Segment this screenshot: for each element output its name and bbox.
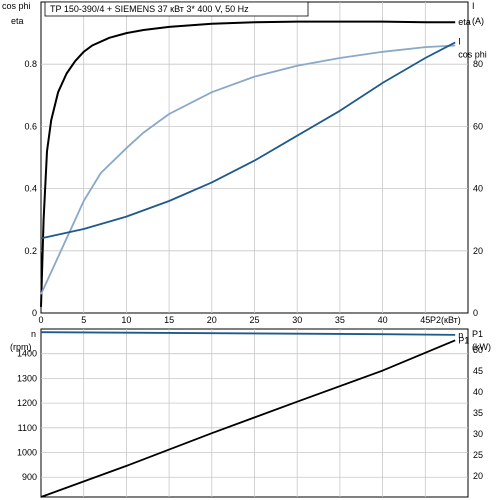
series-label-P1: P1: [458, 335, 469, 345]
x-tick-label: 35: [335, 315, 345, 325]
left-axis-label-n: n: [31, 329, 36, 339]
x-tick-label: 30: [292, 315, 302, 325]
y-right-tick-label: 20: [473, 246, 483, 256]
x-tick-label: 15: [164, 315, 174, 325]
upper-tick-labels: 0 0.2 0.4 0.6 0.8 0 20 40 60 80 0 5 10 15 20 25 30 35 40 45: [24, 59, 483, 325]
y-left-tick-label: 0.4: [24, 184, 37, 194]
right-axis-label-i: I: [472, 1, 475, 11]
series-line-cos-phi: [40, 44, 456, 295]
series-label-n: n: [458, 330, 463, 340]
x-tick-label: 20: [207, 315, 217, 325]
chart-title: TP 150-390/4 + SIEMENS 37 кВт 3* 400 V, …: [50, 4, 249, 14]
lower-tick-labels: 900 1000 1100 1200 1300 1400 20 25 30 35 40 45 50: [17, 345, 483, 482]
y-right-tick-label: 0: [473, 308, 478, 318]
y-right-tick-label: 80: [473, 59, 483, 69]
x-tick-label: 45: [420, 315, 430, 325]
series-label-I: I: [458, 36, 461, 46]
y-right-tick-label: 20: [473, 471, 483, 481]
upper-grid: [41, 2, 468, 313]
right-axis-label-a: (A): [472, 16, 484, 26]
y-left-tick-label: 900: [22, 472, 37, 482]
y-left-tick-label: 1000: [17, 448, 37, 458]
x-tick-label: 5: [81, 315, 86, 325]
title-box: [44, 1, 309, 17]
y-left-tick-label: 0.2: [24, 246, 37, 256]
y-left-tick-label: 0: [32, 308, 37, 318]
x-tick-label: 25: [249, 315, 259, 325]
y-right-tick-label: 45: [473, 366, 483, 376]
right-axis-label-kw: (kW): [472, 342, 491, 352]
y-left-tick-label: 1100: [18, 423, 37, 433]
left-axis-label-eta: eta: [11, 16, 24, 26]
x-tick-label: 0: [38, 315, 43, 325]
series-label-cos-phi: cos phi: [458, 50, 487, 60]
lower-grid: [41, 329, 468, 497]
y-left-tick-label: 0.6: [24, 121, 37, 131]
y-right-tick-label: 40: [473, 184, 483, 194]
series-line-I: [40, 41, 456, 240]
left-axis-label-rpm: (rpm): [10, 342, 32, 352]
y-right-tick-label: 40: [473, 387, 483, 397]
series-line-P1: [40, 339, 456, 498]
y-right-tick-label: 30: [473, 429, 483, 439]
y-right-tick-label: 50: [473, 345, 483, 355]
x-tick-label: 40: [378, 315, 388, 325]
x-tick-label: 10: [121, 315, 131, 325]
x-axis-label: P2(кВт): [430, 315, 461, 325]
y-right-tick-label: 60: [473, 121, 483, 131]
y-right-tick-label: 35: [473, 408, 483, 418]
lower-series: nP1: [40, 330, 469, 498]
y-left-tick-label: 0.8: [24, 59, 37, 69]
y-left-tick-label: 1400: [17, 349, 37, 359]
series-label-eta: eta: [458, 17, 471, 27]
right-axis-label-p1: P1: [472, 329, 483, 339]
left-axis-label-cosphi: cos phi: [2, 1, 31, 11]
y-right-tick-label: 25: [473, 450, 483, 460]
upper-series: eta cos phi I: [40, 17, 487, 307]
y-left-tick-label: 1300: [17, 373, 37, 383]
series-line-eta: [40, 20, 456, 307]
y-left-tick-label: 1200: [17, 398, 37, 408]
series-line-n: [40, 331, 456, 336]
